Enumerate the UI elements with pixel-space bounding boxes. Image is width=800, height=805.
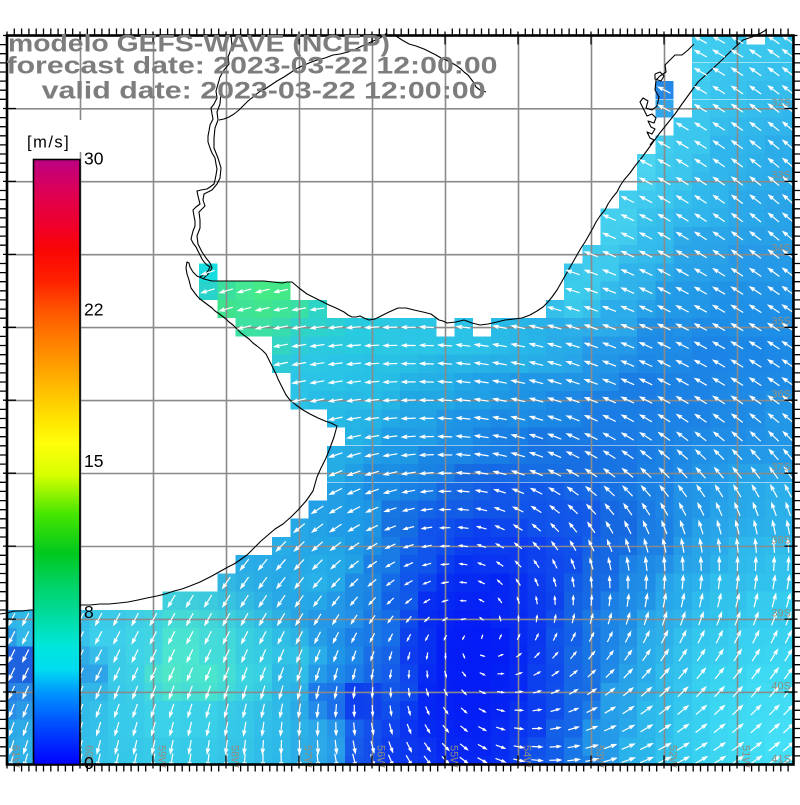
svg-text:valid date: 2023-03-22 12:00:0: valid date: 2023-03-22 12:00:00 — [42, 78, 486, 105]
svg-text:51W: 51W — [740, 745, 752, 768]
svg-text:40S: 40S — [771, 680, 791, 692]
svg-text:[m/s]: [m/s] — [27, 134, 70, 152]
svg-text:22: 22 — [84, 300, 103, 320]
svg-text:37S: 37S — [771, 462, 791, 474]
svg-text:55W: 55W — [448, 745, 460, 768]
svg-text:57W: 57W — [302, 745, 314, 768]
svg-text:30: 30 — [84, 149, 104, 169]
svg-text:52W: 52W — [667, 745, 679, 768]
svg-text:forecast date: 2023-03-22 12:0: forecast date: 2023-03-22 12:00:00 — [7, 53, 498, 80]
svg-text:60W: 60W — [83, 745, 95, 768]
svg-text:58W: 58W — [229, 745, 241, 768]
svg-text:32S: 32S — [771, 97, 791, 109]
svg-text:33S: 33S — [771, 170, 791, 182]
svg-text:36S: 36S — [771, 389, 791, 401]
svg-text:61W: 61W — [10, 745, 22, 768]
svg-text:39S: 39S — [771, 607, 791, 619]
svg-text:8: 8 — [84, 602, 94, 622]
svg-text:15: 15 — [84, 451, 103, 471]
svg-text:56W: 56W — [375, 745, 387, 768]
svg-text:38S: 38S — [771, 535, 791, 547]
svg-text:53W: 53W — [594, 745, 606, 768]
svg-text:modelo GEFS-WAVE (NCEP): modelo GEFS-WAVE (NCEP) — [8, 31, 390, 58]
svg-text:34S: 34S — [771, 243, 791, 255]
svg-text:0: 0 — [84, 753, 94, 773]
svg-text:54W: 54W — [521, 745, 533, 768]
svg-text:59W: 59W — [156, 745, 168, 768]
svg-text:35S: 35S — [771, 316, 791, 328]
svg-text:41S: 41S — [771, 753, 791, 765]
